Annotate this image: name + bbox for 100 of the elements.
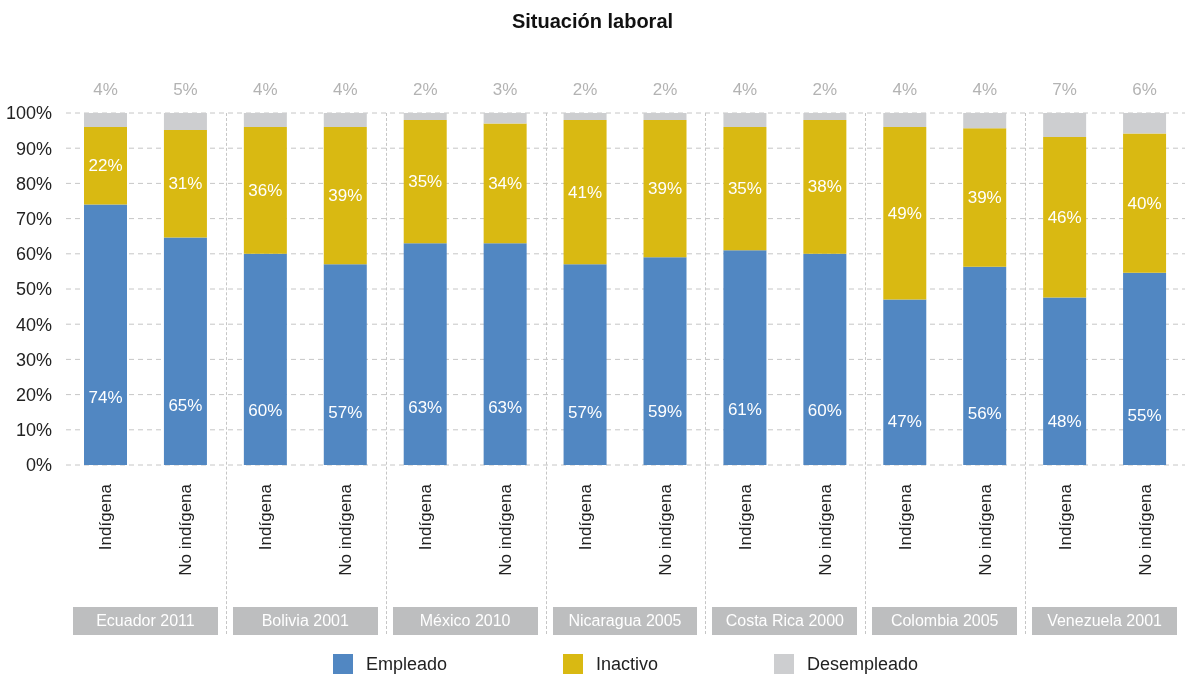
data-label: 6% bbox=[1132, 79, 1157, 99]
data-label: 35% bbox=[408, 172, 443, 192]
y-tick-label: 90% bbox=[15, 138, 52, 159]
data-label: 4% bbox=[892, 79, 918, 99]
data-label: 31% bbox=[168, 174, 203, 194]
data-label: 40% bbox=[1127, 193, 1162, 213]
bar bbox=[323, 264, 367, 465]
data-label: 4% bbox=[93, 79, 118, 99]
data-label: 4% bbox=[732, 79, 758, 99]
bar bbox=[403, 120, 447, 244]
data-label: 2% bbox=[572, 79, 598, 99]
x-tick-label: No indígena bbox=[975, 483, 995, 576]
bar bbox=[803, 253, 847, 465]
group-tag: Costa Rica 2000 bbox=[712, 607, 858, 635]
bar bbox=[723, 127, 767, 251]
bar bbox=[84, 204, 127, 465]
data-label: 2% bbox=[812, 79, 838, 99]
bar bbox=[883, 127, 927, 300]
x-tick-label: Indígena bbox=[416, 483, 436, 551]
group-tag: Venezuela 2001 bbox=[1032, 607, 1177, 635]
data-label: 41% bbox=[568, 182, 603, 202]
bar bbox=[563, 264, 607, 465]
data-label: 36% bbox=[248, 180, 283, 200]
legend-label: Desempleado bbox=[807, 653, 919, 675]
y-tick-label: 60% bbox=[15, 244, 52, 265]
y-tick-label: 20% bbox=[15, 384, 52, 405]
data-label: 55% bbox=[1127, 405, 1162, 425]
bar bbox=[723, 250, 767, 465]
x-tick-label: No indígena bbox=[176, 483, 196, 576]
x-tick-label: No indígena bbox=[655, 483, 675, 576]
data-label: 39% bbox=[967, 187, 1002, 207]
bar bbox=[403, 243, 447, 465]
x-tick-label: Indígena bbox=[895, 483, 915, 551]
chart-title: Situación laboral bbox=[510, 10, 675, 33]
data-label: 49% bbox=[887, 203, 922, 223]
group-tag: Ecuador 2011 bbox=[73, 607, 218, 635]
bar bbox=[483, 123, 527, 244]
bar bbox=[1043, 297, 1087, 465]
bar bbox=[163, 237, 207, 465]
y-tick-label: 70% bbox=[15, 208, 52, 229]
data-label: 47% bbox=[887, 412, 922, 432]
data-label: 39% bbox=[647, 179, 683, 199]
bar bbox=[323, 127, 367, 265]
group-tag: Bolivia 2001 bbox=[232, 607, 378, 635]
bar bbox=[1123, 133, 1167, 273]
y-tick-label: 80% bbox=[15, 173, 52, 194]
group-tag: México 2010 bbox=[392, 607, 538, 635]
bar bbox=[243, 127, 287, 254]
x-tick-label: No indígena bbox=[336, 483, 356, 576]
bar bbox=[243, 253, 287, 465]
y-tick-label: 100% bbox=[5, 103, 52, 124]
data-label: 74% bbox=[88, 387, 123, 407]
data-label: 63% bbox=[488, 397, 523, 417]
bar bbox=[163, 129, 207, 238]
legend-label: Inactivo bbox=[595, 653, 659, 675]
x-tick-label: Indígena bbox=[96, 483, 116, 551]
x-tick-label: Indígena bbox=[576, 483, 596, 551]
data-label: 63% bbox=[408, 397, 443, 417]
bar bbox=[483, 243, 527, 465]
bar bbox=[1123, 272, 1167, 465]
x-tick-label: No indígena bbox=[815, 483, 835, 576]
data-label: 4% bbox=[333, 79, 358, 99]
data-label: 2% bbox=[412, 79, 438, 99]
y-tick-label: 50% bbox=[15, 279, 52, 300]
bar bbox=[1043, 136, 1087, 298]
x-tick-label: No indígena bbox=[1135, 483, 1155, 576]
data-label: 2% bbox=[652, 79, 678, 99]
bar bbox=[84, 127, 127, 205]
data-label: 46% bbox=[1047, 207, 1082, 227]
bar bbox=[563, 120, 607, 265]
bar bbox=[643, 120, 687, 258]
y-tick-label: 30% bbox=[15, 349, 52, 370]
bar bbox=[803, 120, 847, 254]
data-label: 7% bbox=[1052, 79, 1077, 99]
data-label: 65% bbox=[168, 396, 203, 416]
data-label: 35% bbox=[727, 179, 762, 199]
group-tag: Colombia 2005 bbox=[872, 607, 1018, 635]
data-label: 4% bbox=[253, 79, 278, 99]
data-label: 38% bbox=[807, 177, 842, 197]
data-label: 5% bbox=[173, 79, 198, 99]
x-tick-label: Indígena bbox=[735, 483, 755, 551]
data-label: 59% bbox=[647, 401, 683, 421]
data-label: 48% bbox=[1047, 411, 1082, 431]
data-label: 57% bbox=[568, 403, 603, 423]
data-label: 39% bbox=[328, 186, 363, 206]
legend-label: Empleado bbox=[365, 653, 447, 675]
data-label: 34% bbox=[488, 173, 523, 193]
bar bbox=[883, 299, 927, 465]
data-label: 60% bbox=[248, 400, 283, 420]
bar bbox=[643, 257, 687, 465]
bar bbox=[963, 266, 1007, 465]
data-label: 56% bbox=[967, 403, 1002, 423]
y-tick-label: 0% bbox=[25, 455, 52, 476]
data-label: 60% bbox=[807, 400, 842, 420]
data-label: 3% bbox=[492, 79, 518, 99]
data-label: 61% bbox=[727, 399, 762, 419]
x-tick-label: No indígena bbox=[496, 483, 516, 576]
bar bbox=[963, 128, 1007, 267]
data-label: 22% bbox=[88, 156, 123, 176]
data-label: 4% bbox=[972, 79, 997, 99]
